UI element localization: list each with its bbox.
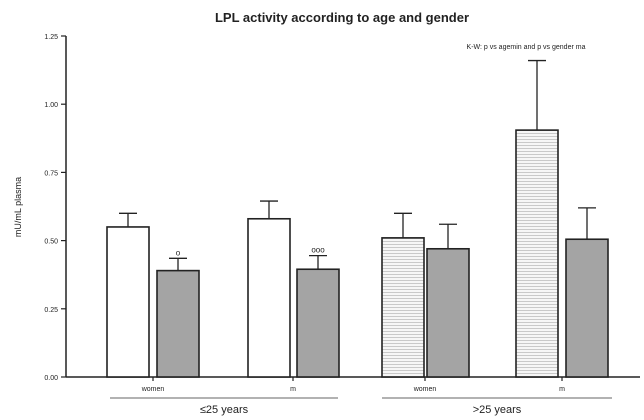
x-category-label: m	[559, 386, 565, 393]
chart-annotation: K-W: p vs agemin and p vs gender ma	[467, 44, 586, 51]
x-category-label: m	[290, 386, 296, 393]
x-group-label: >25 years	[473, 404, 522, 416]
x-category-label: women	[413, 386, 437, 393]
x-category-label: women	[141, 386, 165, 393]
bar-7	[515, 129, 559, 378]
bar-1	[106, 226, 150, 378]
bar-2	[156, 269, 200, 378]
bar-5	[381, 237, 425, 378]
bar-3	[247, 217, 291, 378]
y-tick-label: 0.25	[44, 307, 58, 314]
y-axis-label: mU/mL plasma	[13, 177, 23, 237]
chart-title: LPL activity according to age and gender	[215, 10, 469, 25]
y-tick-label: 1.25	[44, 34, 58, 41]
y-tick-label: 0.50	[44, 239, 58, 246]
bar-8	[565, 238, 609, 378]
bar-6	[426, 247, 470, 378]
y-tick-label: 0.75	[44, 170, 58, 177]
significance-marker: o	[176, 248, 181, 257]
x-group-label: ≤25 years	[200, 404, 249, 416]
y-tick-label: 1.00	[44, 102, 58, 109]
y-tick-label: 0.00	[44, 375, 58, 382]
significance-marker: ooo	[311, 246, 325, 255]
bar-4	[296, 268, 340, 378]
